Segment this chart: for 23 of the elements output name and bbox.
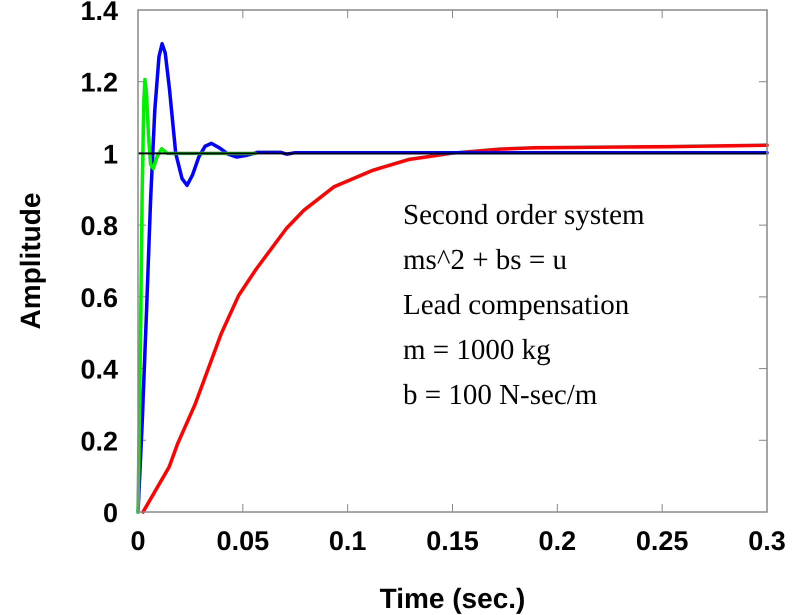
x-axis-title: Time (sec.)	[380, 583, 526, 614]
x-tick-label: 0.25	[636, 526, 688, 556]
x-tick-label: 0.1	[328, 526, 366, 556]
annotation: Second order system	[403, 199, 646, 231]
annotation: b = 100 N-sec/m	[403, 379, 598, 411]
annotation: Lead compensation	[403, 289, 630, 321]
x-tick-label: 0.2	[538, 526, 576, 556]
y-tick-label: 0.4	[80, 354, 118, 385]
y-tick-label: 1	[102, 139, 118, 170]
y-axis-title: Amplitude	[15, 192, 46, 330]
y-tick-label: 0.6	[80, 282, 118, 313]
x-tick-label: 0	[130, 526, 146, 556]
y-tick-label: 0.2	[80, 426, 118, 456]
y-tick-label: 1.2	[80, 68, 118, 98]
y-tick-label: 1.4	[80, 0, 118, 26]
annotation: ms^2 + bs = u	[403, 244, 567, 276]
y-tick-label: 0	[102, 498, 118, 528]
x-tick-label: 0.3	[748, 526, 786, 556]
y-tick-label: 0.8	[80, 211, 118, 242]
x-tick-label: 0.05	[216, 526, 270, 556]
line-series	[141, 143, 769, 514]
x-tick-label: 0.15	[426, 526, 479, 556]
annotation: m = 1000 kg	[403, 334, 551, 366]
